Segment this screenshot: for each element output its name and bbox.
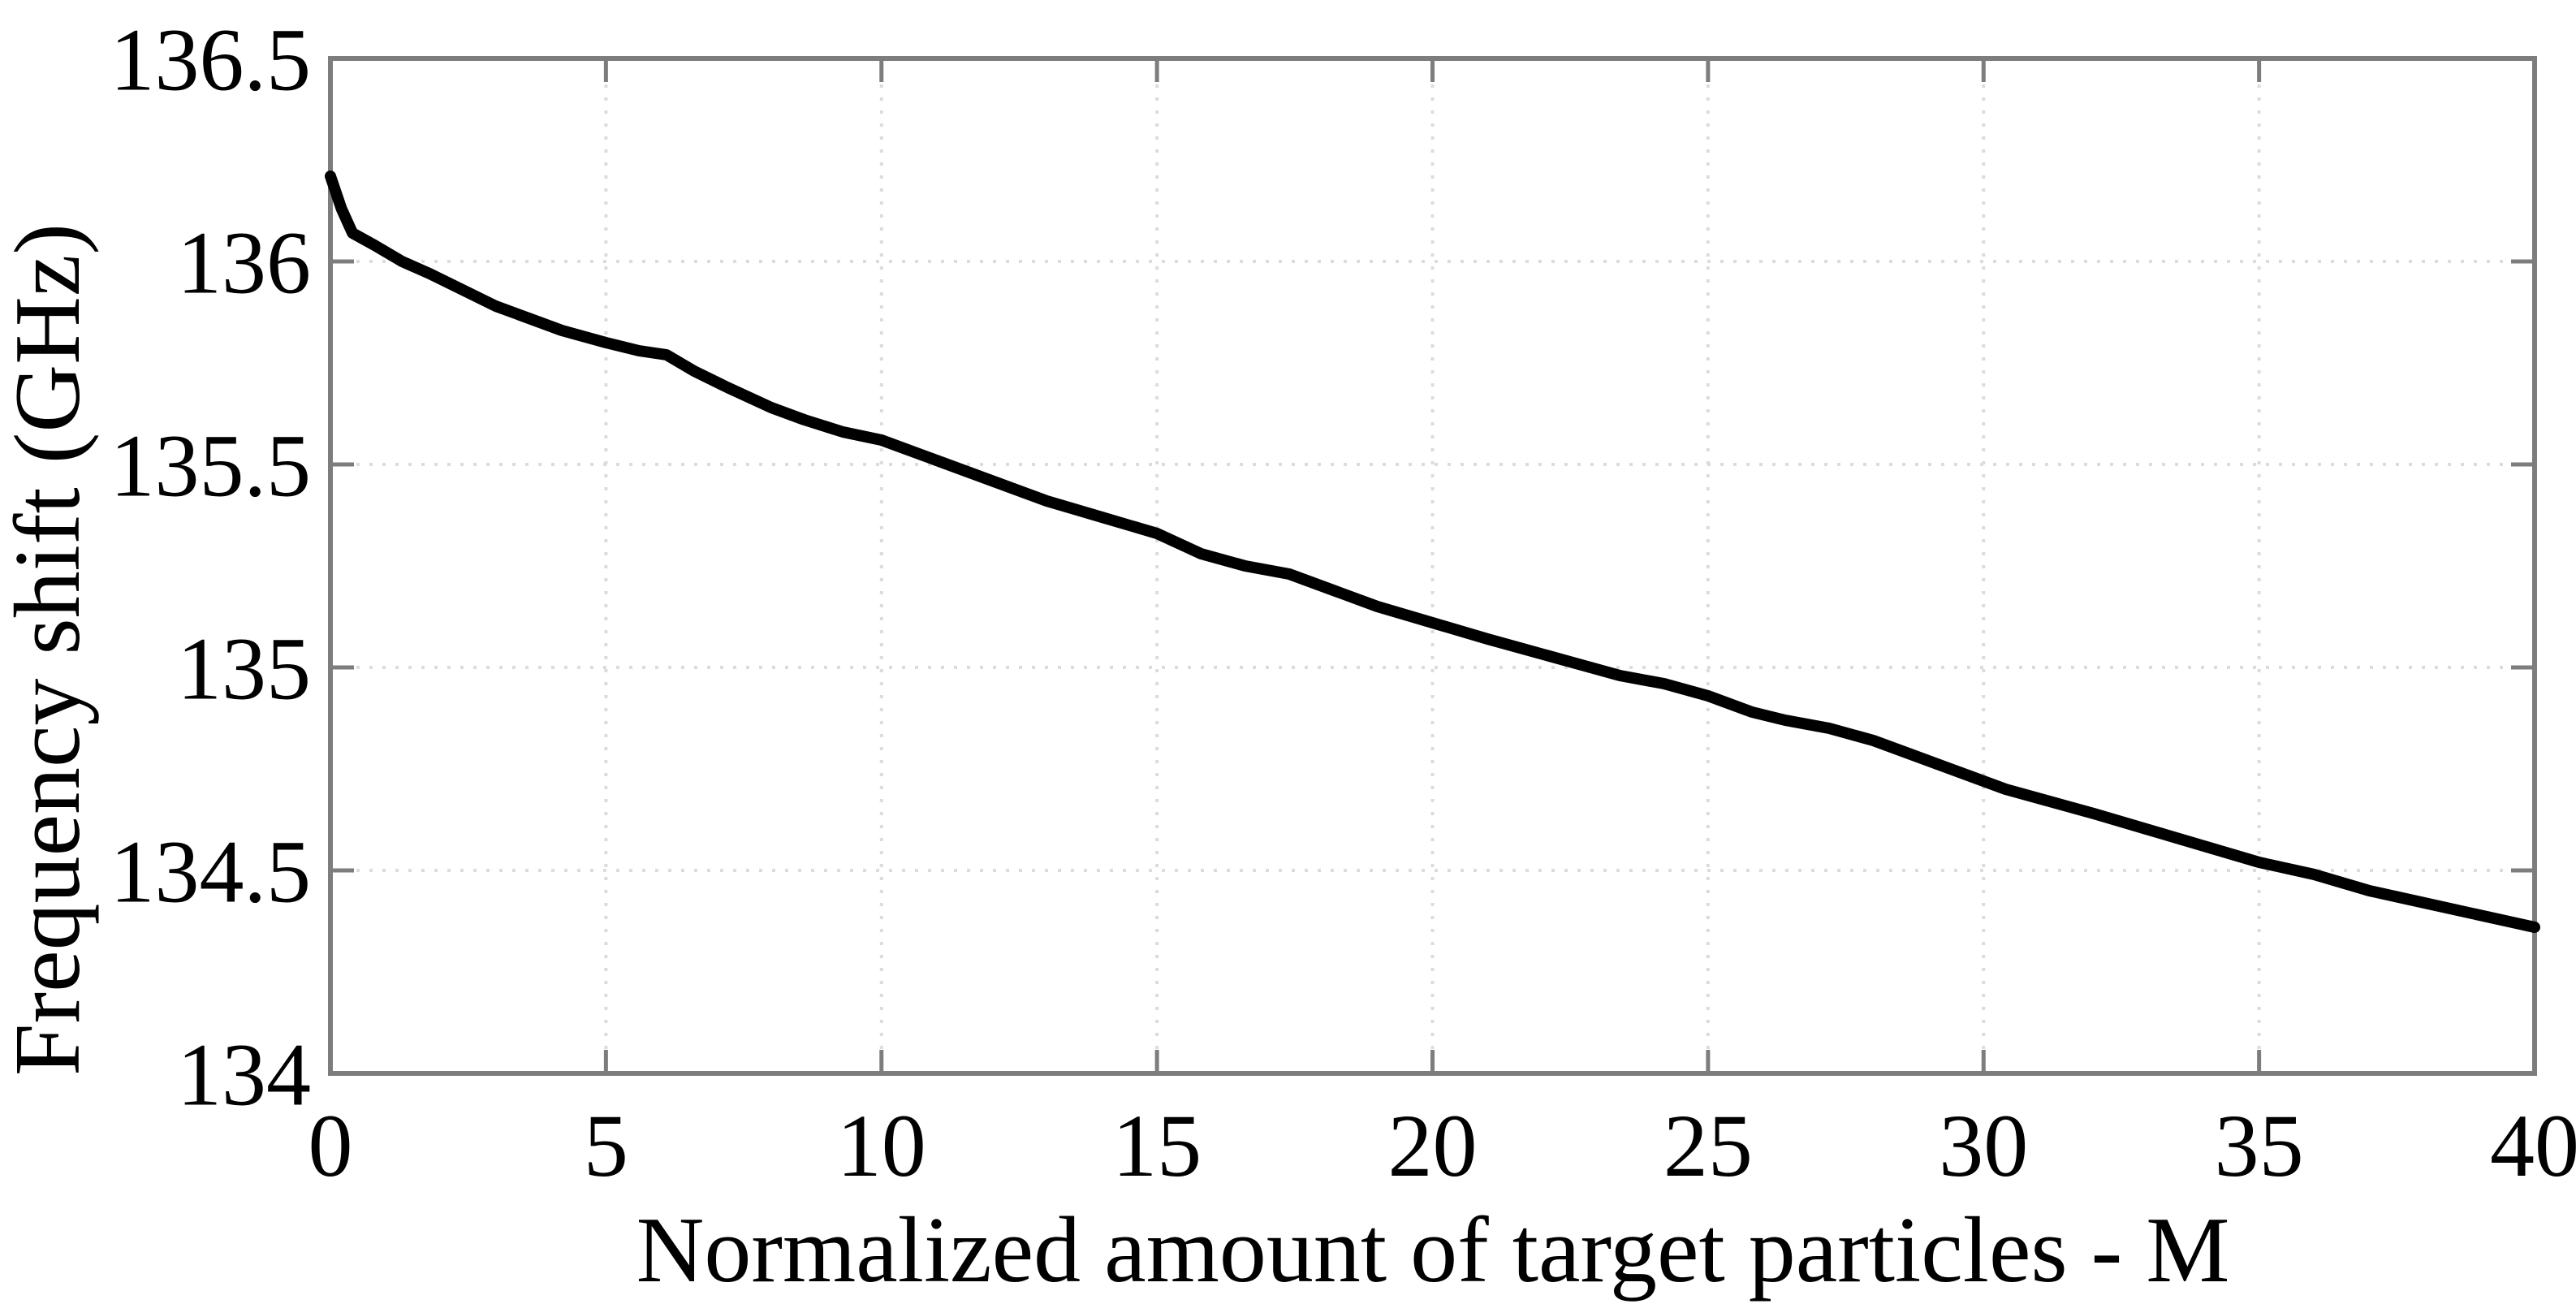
x-tick-label: 30 bbox=[1939, 1096, 2028, 1195]
series-line bbox=[325, 171, 2540, 933]
x-tick-label: 5 bbox=[584, 1096, 628, 1195]
series-layer bbox=[325, 171, 2540, 933]
x-tick-label: 40 bbox=[2490, 1096, 2576, 1195]
tick-label-layer: 0 5 10 15 20 25 30 35 40 134 134.5 135 135.5 136 136.5 bbox=[110, 11, 2576, 1196]
y-tick-label: 136 bbox=[177, 214, 311, 313]
y-tick-label: 136.5 bbox=[110, 11, 312, 110]
y-tick-label: 135 bbox=[177, 620, 311, 719]
x-tick-label: 25 bbox=[1663, 1096, 1753, 1195]
grid-layer bbox=[330, 58, 2535, 1073]
x-tick-label: 35 bbox=[2215, 1096, 2304, 1195]
x-tick-label: 15 bbox=[1112, 1096, 1202, 1195]
y-tick-label: 134.5 bbox=[110, 823, 312, 922]
x-tick-label: 0 bbox=[309, 1096, 353, 1195]
plot-area bbox=[328, 56, 2537, 1076]
y-axis-label: Frequency shift (GHz) bbox=[0, 223, 100, 1076]
x-tick-label: 10 bbox=[837, 1096, 926, 1195]
y-tick-label: 135.5 bbox=[110, 417, 312, 516]
x-tick-label: 20 bbox=[1388, 1096, 1478, 1195]
x-axis-label: Normalized amount of target particles - … bbox=[636, 1198, 2230, 1302]
y-tick-label: 134 bbox=[177, 1025, 311, 1125]
